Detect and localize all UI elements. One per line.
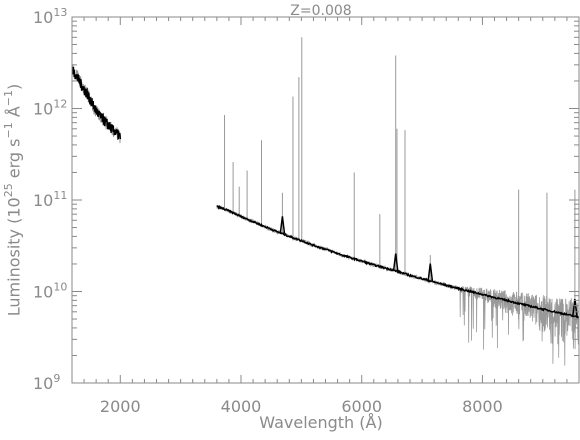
x-axis-label: Wavelength (Å)	[259, 413, 382, 432]
y-tick-label: 109	[33, 372, 60, 393]
model-line-bump	[572, 298, 578, 317]
x-tick-label: 8000	[462, 397, 503, 416]
x-tick-label: 2000	[100, 397, 141, 416]
uv-model-line	[72, 66, 122, 141]
model-line-bump	[279, 216, 286, 234]
x-tick-label: 6000	[341, 397, 382, 416]
y-tick-label: 1010	[33, 281, 67, 302]
model-line-bump	[392, 253, 399, 272]
model-line-bump	[427, 263, 434, 282]
chart-title: Z=0.008	[290, 3, 351, 19]
plot-frame	[71, 16, 580, 384]
y-axis-label: Luminosity (1025 erg s−1 Å−1)	[2, 84, 24, 316]
x-tick-label: 4000	[221, 397, 262, 416]
y-tick-label: 1012	[33, 98, 67, 119]
y-tick-label: 1011	[33, 189, 67, 210]
optical-model-line	[216, 204, 579, 319]
x-axis: 2000 4000 6000 8000	[83, 17, 580, 416]
data-layer	[72, 37, 579, 366]
y-axis: 109 1010 1011 1012 1013	[33, 6, 579, 393]
y-tick-label: 1013	[33, 6, 67, 27]
